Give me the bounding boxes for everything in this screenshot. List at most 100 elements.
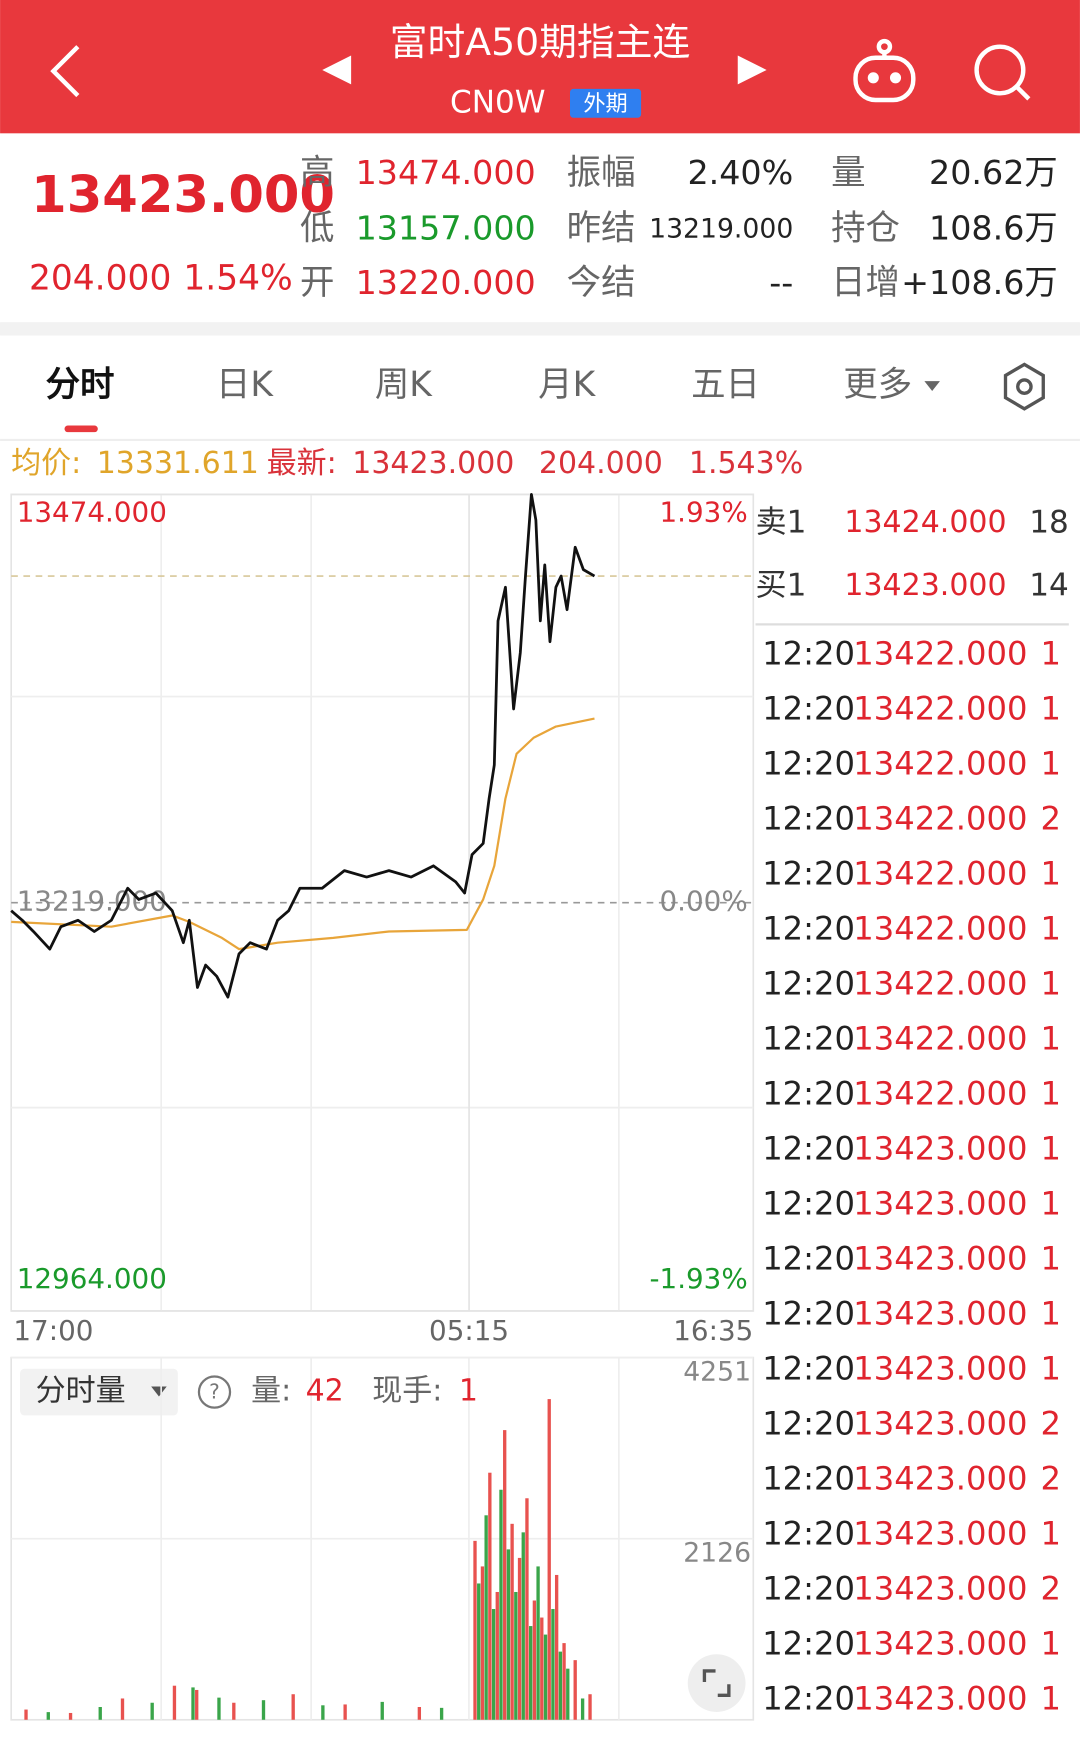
volume-bar — [551, 1609, 555, 1720]
trade-price: 13423.000 — [853, 1569, 1027, 1607]
stat-label: 高 — [300, 153, 334, 193]
volume-bar — [232, 1702, 236, 1720]
price-line — [11, 717, 595, 951]
volume-bar — [480, 1566, 485, 1720]
info-avg: 13331.611 — [97, 446, 259, 481]
tab[interactable]: 更多 — [843, 365, 912, 405]
volume-bar — [261, 1700, 266, 1720]
back-button[interactable] — [50, 45, 80, 98]
volume-bar — [484, 1515, 488, 1720]
badge-bg — [569, 88, 642, 118]
volume-bar — [68, 1712, 73, 1720]
trade-time: 12:20 — [762, 1679, 855, 1717]
book-price: 13423.000 — [844, 568, 1006, 603]
volume-bar — [543, 1634, 548, 1720]
volume-title: 分时量 — [36, 1374, 126, 1409]
stat-label: 昨结 — [567, 208, 636, 248]
trade-price: 13423.000 — [853, 1514, 1027, 1552]
trade-price: 13423.000 — [853, 1459, 1027, 1497]
volume-bar — [536, 1566, 540, 1720]
robot-icon[interactable] — [853, 38, 916, 103]
trade-volume: 2 — [1041, 1459, 1062, 1497]
trade-time: 12:20 — [762, 799, 855, 837]
stat-label: 开 — [300, 263, 334, 303]
stat-label: 日增 — [831, 263, 900, 303]
trade-time: 12:20 — [762, 964, 855, 1002]
trade-volume: 1 — [1041, 1514, 1062, 1552]
tab[interactable]: 周K — [375, 365, 433, 405]
trade-volume: 1 — [1041, 1019, 1062, 1057]
volume-bar — [120, 1698, 125, 1720]
tab[interactable]: 分时 — [46, 365, 115, 405]
trade-volume: 1 — [1041, 1074, 1062, 1112]
volume-bar — [291, 1694, 295, 1720]
volume-bar — [172, 1685, 177, 1720]
price-line — [10, 492, 596, 999]
trade-time: 12:20 — [762, 1624, 855, 1662]
trade-time: 12:20 — [762, 1349, 855, 1387]
volume-bar — [562, 1643, 566, 1720]
search-icon[interactable] — [974, 44, 1031, 101]
volume-bar — [517, 1557, 522, 1720]
tab[interactable]: 日K — [216, 365, 274, 405]
trade-time: 12:20 — [762, 1019, 855, 1057]
book-volume: 14 — [1029, 568, 1069, 604]
trade-volume: 1 — [1041, 854, 1062, 892]
stat-value: 108.6万 — [929, 208, 1058, 247]
help-icon[interactable] — [197, 1375, 232, 1409]
trade-time: 12:20 — [762, 1074, 855, 1112]
y2-tick-label: 0.00% — [660, 885, 748, 918]
trade-time: 12:20 — [762, 1459, 855, 1497]
expand-icon — [702, 1669, 731, 1698]
volume-bar — [554, 1574, 559, 1720]
stat-value: 13219.000 — [649, 213, 793, 244]
stat-label: 量 — [831, 153, 865, 193]
volume-hand: 1 — [459, 1374, 478, 1409]
trade-time: 12:20 — [762, 1239, 855, 1277]
tab[interactable]: 五日 — [691, 365, 760, 405]
volume-bar — [46, 1712, 50, 1720]
trade-price: 13422.000 — [853, 689, 1027, 727]
trade-volume: 1 — [1041, 1294, 1062, 1332]
volume-bar — [343, 1704, 347, 1720]
trade-volume: 1 — [1041, 964, 1062, 1002]
stat-value: 2.40% — [687, 153, 793, 192]
volume-hand-label: 现手: — [372, 1374, 442, 1409]
x-tick-label: 17:00 — [13, 1314, 93, 1347]
expand-button[interactable] — [687, 1654, 746, 1713]
info-avg-label: 均价: — [11, 446, 81, 481]
trade-price: 13422.000 — [853, 1074, 1027, 1112]
volume-bar — [191, 1687, 195, 1720]
help-mark: ? — [209, 1380, 220, 1404]
prev-button[interactable] — [322, 55, 352, 85]
trade-volume: 1 — [1041, 1349, 1062, 1387]
book-price: 13424.000 — [844, 505, 1006, 540]
trade-price: 13423.000 — [853, 1239, 1027, 1277]
trade-volume: 1 — [1041, 1239, 1062, 1277]
tab-indicator — [64, 425, 98, 433]
trade-time: 12:20 — [762, 689, 855, 727]
trade-price: 13422.000 — [853, 1019, 1027, 1057]
change-pct: 1.54% — [183, 258, 292, 298]
trade-price: 13423.000 — [853, 1184, 1027, 1222]
volume-selector[interactable] — [20, 1368, 178, 1416]
volume-bar — [195, 1689, 199, 1720]
tab[interactable]: 月K — [538, 365, 596, 405]
trade-price: 13422.000 — [853, 744, 1027, 782]
volume-bar — [525, 1498, 529, 1720]
trade-price: 13423.000 — [853, 1294, 1027, 1332]
trade-time: 12:20 — [762, 854, 855, 892]
trade-time: 12:20 — [762, 1514, 855, 1552]
stat-value: -- — [769, 263, 793, 302]
next-button[interactable] — [737, 55, 767, 85]
trade-volume: 1 — [1041, 1679, 1062, 1717]
volume-bar — [588, 1694, 592, 1720]
y2-tick-label: -1.93% — [650, 1262, 748, 1295]
stat-label: 低 — [300, 208, 334, 248]
settings-icon[interactable] — [1003, 362, 1045, 411]
trade-volume: 1 — [1041, 1624, 1062, 1662]
trade-volume: 1 — [1041, 634, 1062, 672]
trade-volume: 1 — [1041, 689, 1062, 727]
volume-bar — [439, 1707, 444, 1720]
